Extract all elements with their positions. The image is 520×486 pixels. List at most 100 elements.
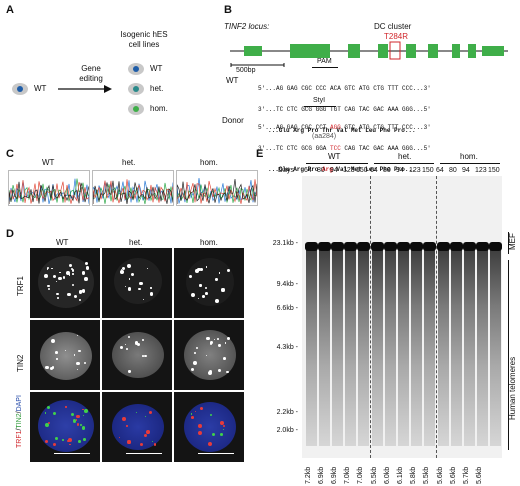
focus-dot — [136, 343, 140, 347]
focus-dot — [205, 292, 208, 295]
mef-band — [410, 242, 423, 251]
focus-dot — [68, 438, 73, 443]
day-label: 64 — [304, 167, 312, 174]
focus-dot — [135, 411, 137, 414]
focus-dot — [52, 443, 56, 447]
day-label: 123 — [475, 167, 487, 174]
focus-dot — [44, 439, 48, 443]
day-label: 94 — [396, 167, 404, 174]
focus-dot — [222, 425, 225, 428]
merge-het-image — [102, 392, 172, 462]
outcome-wt-label: WT — [150, 64, 163, 73]
mef-band — [476, 242, 489, 251]
telomere-length-label: 6.1kb — [397, 466, 404, 484]
focus-dot — [139, 281, 143, 286]
human-telomeres-label: Human telomeres — [508, 356, 517, 420]
focus-dot — [81, 270, 86, 275]
focus-dot — [56, 358, 58, 360]
styi-underline — [304, 106, 336, 107]
trf1-hom-image — [174, 248, 244, 318]
focus-dot — [139, 442, 143, 446]
outcome-het-cell-icon — [128, 83, 144, 95]
focus-dot — [190, 413, 193, 416]
focus-dot — [84, 277, 88, 281]
wt-start-label: WT — [34, 84, 47, 93]
panel-b-label: B — [224, 4, 232, 16]
focus-dot — [67, 292, 71, 297]
focus-dot — [62, 276, 65, 279]
focus-dot — [58, 276, 62, 281]
focus-dot — [205, 266, 207, 268]
day-label: 80 — [317, 167, 325, 174]
merge-hom-image — [174, 392, 244, 462]
blot-lane — [332, 246, 343, 446]
focus-dot — [194, 410, 196, 412]
donor-bottom-strand: 3'...TC CTC GCG GGA TCC CAG TAC GAC AAA … — [258, 145, 431, 152]
dc-cluster-label: DC cluster — [374, 22, 412, 31]
trf1-het-image — [102, 248, 172, 318]
focus-dot — [44, 273, 48, 278]
focus-dot — [126, 348, 129, 350]
mef-band — [489, 242, 502, 251]
focus-dot — [148, 411, 152, 415]
gene-editing-label: Gene editing — [66, 64, 116, 84]
styi-label: StyI — [313, 97, 326, 104]
focus-dot — [76, 369, 79, 371]
focus-dot — [146, 268, 149, 270]
mef-band — [305, 242, 318, 251]
focus-dot — [120, 346, 124, 350]
size-marker: 9.4kb - — [276, 281, 298, 288]
focus-dot — [129, 278, 131, 280]
focus-dot — [53, 411, 57, 415]
wt-cell-icon — [12, 83, 28, 95]
gene-editing-line1: Gene — [81, 64, 101, 73]
gene-editing-line2: editing — [79, 74, 103, 83]
focus-dot — [208, 370, 212, 374]
focus-dot — [80, 289, 83, 292]
focus-dot — [218, 368, 222, 372]
focus-dot — [150, 287, 152, 289]
focus-dot — [85, 262, 89, 266]
wt-top-strand: 5'...AG GAG CGC CCC ACA GTC ATG CTG TTT … — [258, 85, 431, 92]
focus-dot — [66, 271, 71, 276]
focus-dot — [195, 269, 199, 273]
tinf2-locus-label: TINF2 locus: — [224, 22, 270, 31]
focus-dot — [120, 268, 123, 271]
day-label: 123 — [343, 167, 355, 174]
focus-dot — [124, 285, 126, 287]
focus-dot — [142, 339, 144, 342]
focus-dot — [134, 340, 139, 345]
focus-dot — [220, 421, 224, 426]
focus-dot — [47, 284, 50, 288]
focus-dot — [127, 264, 132, 269]
scale-bar-label: 500bp — [236, 67, 256, 74]
mef-label: MEF — [508, 233, 517, 250]
focus-dot — [200, 267, 203, 271]
aa-position-label: (aa284) — [312, 133, 337, 140]
microscopy-col-hom: hom. — [200, 238, 218, 247]
mef-band — [371, 242, 384, 251]
focus-dot — [202, 294, 206, 298]
focus-dot — [227, 269, 231, 273]
blot-lane — [451, 246, 462, 446]
mutation-label: T284R — [384, 32, 409, 41]
focus-dot — [44, 412, 46, 414]
focus-dot — [145, 429, 150, 434]
focus-dot — [222, 428, 225, 431]
focus-dot — [82, 408, 84, 411]
group-wt-bracket — [306, 163, 368, 164]
focus-dot — [73, 295, 78, 299]
telomere-length-label: 5.8kb — [410, 466, 417, 484]
focus-dot — [70, 267, 74, 271]
focus-dot — [79, 290, 83, 294]
focus-dot — [198, 424, 202, 428]
outcome-hom-label: hom. — [150, 104, 168, 113]
chromatogram-het — [92, 170, 174, 206]
mef-band — [397, 242, 410, 251]
focus-dot — [221, 288, 225, 292]
microscopy-col-wt: WT — [56, 238, 69, 247]
focus-dot — [207, 442, 212, 446]
blot-lane — [477, 246, 488, 446]
focus-dot — [46, 266, 50, 270]
donor-top-a: 5'...AG GAG CGC CCT — [258, 124, 331, 131]
